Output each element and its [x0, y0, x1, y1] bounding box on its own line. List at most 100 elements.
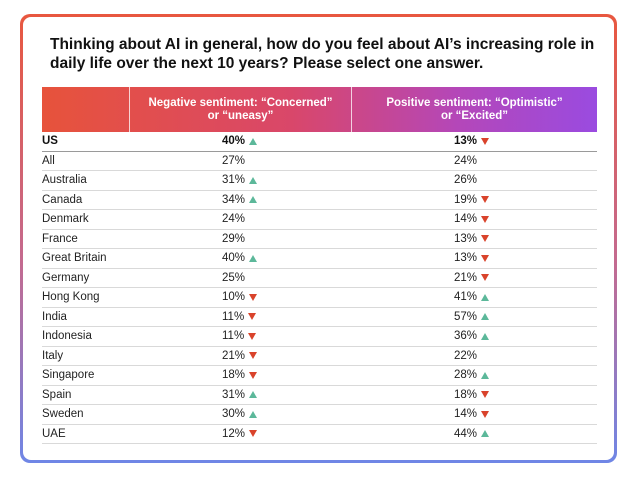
positive-cell-value: 28% — [454, 369, 478, 382]
positive-cell: 14% — [352, 210, 597, 229]
positive-cell: 18% — [352, 386, 597, 405]
trend-down-icon — [249, 430, 258, 438]
negative-cell-value: 21% — [222, 349, 246, 362]
positive-cell: 26% — [352, 171, 597, 190]
table-body: US 40% 13% All 27% 24% Australia 31% 26% Canada 34… — [42, 132, 597, 444]
positive-cell: 21% — [352, 269, 597, 288]
table-row: Germany 25% 21% — [42, 269, 597, 288]
table-row: Singapore 18% 28% — [42, 366, 597, 386]
country-cell: Denmark — [42, 213, 89, 226]
positive-cell: 57% — [352, 308, 597, 327]
header-negative-line1: Negative sentiment: “Concerned” — [148, 96, 333, 109]
negative-cell: 31% — [130, 171, 352, 190]
negative-cell-value: 25% — [222, 271, 246, 284]
table-row: Indonesia 11% 36% — [42, 327, 597, 347]
trend-down-icon — [248, 332, 257, 340]
negative-cell: 11% — [130, 327, 352, 346]
country-cell: Canada — [42, 193, 83, 206]
positive-cell-value: 24% — [454, 154, 478, 167]
positive-cell-value: 13% — [454, 252, 478, 265]
trend-up-icon — [249, 254, 258, 262]
trend-down-icon — [481, 391, 490, 399]
positive-cell-value: 41% — [454, 291, 478, 304]
positive-cell: 13% — [352, 230, 597, 249]
negative-cell: 29% — [130, 230, 352, 249]
positive-cell: 13% — [352, 249, 597, 268]
positive-cell-value: 14% — [454, 213, 478, 226]
trend-up-icon — [481, 430, 490, 438]
negative-cell: 24% — [130, 210, 352, 229]
table-row: Sweden 30% 14% — [42, 405, 597, 425]
table-row: Italy 21% 22% — [42, 347, 597, 366]
country-cell: Sweden — [42, 408, 84, 421]
trend-down-icon — [249, 293, 258, 301]
positive-cell-value: 21% — [454, 271, 478, 284]
country-cell: Germany — [42, 271, 90, 284]
negative-cell: 40% — [130, 249, 352, 268]
positive-cell: 36% — [352, 327, 597, 346]
table-row: All 27% 24% — [42, 152, 597, 171]
trend-down-icon — [481, 410, 490, 418]
trend-down-icon — [481, 274, 490, 282]
country-cell: UAE — [42, 427, 66, 440]
negative-cell: 21% — [130, 347, 352, 366]
table-row: US 40% 13% — [42, 132, 597, 152]
country-cell: Italy — [42, 349, 64, 362]
table-row: UAE 12% 44% — [42, 425, 597, 444]
negative-cell-value: 11% — [222, 310, 245, 323]
country-cell: US — [42, 135, 58, 148]
positive-cell: 41% — [352, 288, 597, 307]
positive-cell-value: 13% — [454, 135, 478, 148]
positive-cell: 24% — [352, 152, 597, 171]
trend-up-icon — [249, 391, 258, 399]
positive-cell: 44% — [352, 425, 597, 444]
sentiment-table: Negative sentiment: “Concerned” or “unea… — [42, 87, 597, 444]
positive-cell-value: 19% — [454, 193, 478, 206]
trend-down-icon — [249, 352, 258, 360]
negative-cell-value: 27% — [222, 154, 246, 167]
header-country — [42, 87, 130, 132]
negative-cell: 10% — [130, 288, 352, 307]
positive-cell-value: 18% — [454, 388, 478, 401]
positive-cell: 13% — [352, 132, 597, 151]
country-cell: India — [42, 310, 67, 323]
table-row: Hong Kong 10% 41% — [42, 288, 597, 308]
table-row: Denmark 24% 14% — [42, 210, 597, 230]
negative-cell-value: 12% — [222, 427, 246, 440]
header-negative-sentiment: Negative sentiment: “Concerned” or “unea… — [130, 87, 352, 132]
table-row: France 29% 13% — [42, 230, 597, 249]
positive-cell-value: 13% — [454, 232, 478, 245]
country-cell: Great Britain — [42, 252, 107, 265]
positive-cell-value: 57% — [454, 310, 478, 323]
negative-cell-value: 18% — [222, 369, 246, 382]
trend-up-icon — [249, 196, 258, 204]
negative-cell-value: 31% — [222, 388, 246, 401]
country-cell: Singapore — [42, 369, 95, 382]
negative-cell-value: 30% — [222, 408, 246, 421]
trend-up-icon — [481, 371, 490, 379]
survey-question: Thinking about AI in general, how do you… — [50, 36, 595, 72]
negative-cell-value: 34% — [222, 193, 246, 206]
negative-cell-value: 24% — [222, 213, 246, 226]
table-row: Australia 31% 26% — [42, 171, 597, 191]
negative-cell: 27% — [130, 152, 352, 171]
positive-cell: 14% — [352, 405, 597, 424]
country-cell: Hong Kong — [42, 291, 100, 304]
trend-up-icon — [249, 176, 258, 184]
positive-cell-value: 26% — [454, 174, 478, 187]
country-cell: All — [42, 154, 55, 167]
positive-cell-value: 36% — [454, 330, 478, 343]
negative-cell: 40% — [130, 132, 352, 151]
negative-cell: 18% — [130, 366, 352, 385]
negative-cell: 31% — [130, 386, 352, 405]
positive-cell-value: 44% — [454, 427, 478, 440]
positive-cell-value: 22% — [454, 349, 478, 362]
header-positive-sentiment: Positive sentiment: “Optimistic” or “Exc… — [352, 87, 597, 132]
country-cell: Spain — [42, 388, 72, 401]
header-positive-line1: Positive sentiment: “Optimistic” — [386, 96, 563, 109]
trend-up-icon — [249, 137, 258, 145]
negative-cell-value: 40% — [222, 252, 246, 265]
country-cell: Indonesia — [42, 330, 92, 343]
table-header: Negative sentiment: “Concerned” or “unea… — [42, 87, 597, 132]
survey-card: Thinking about AI in general, how do you… — [20, 14, 617, 463]
